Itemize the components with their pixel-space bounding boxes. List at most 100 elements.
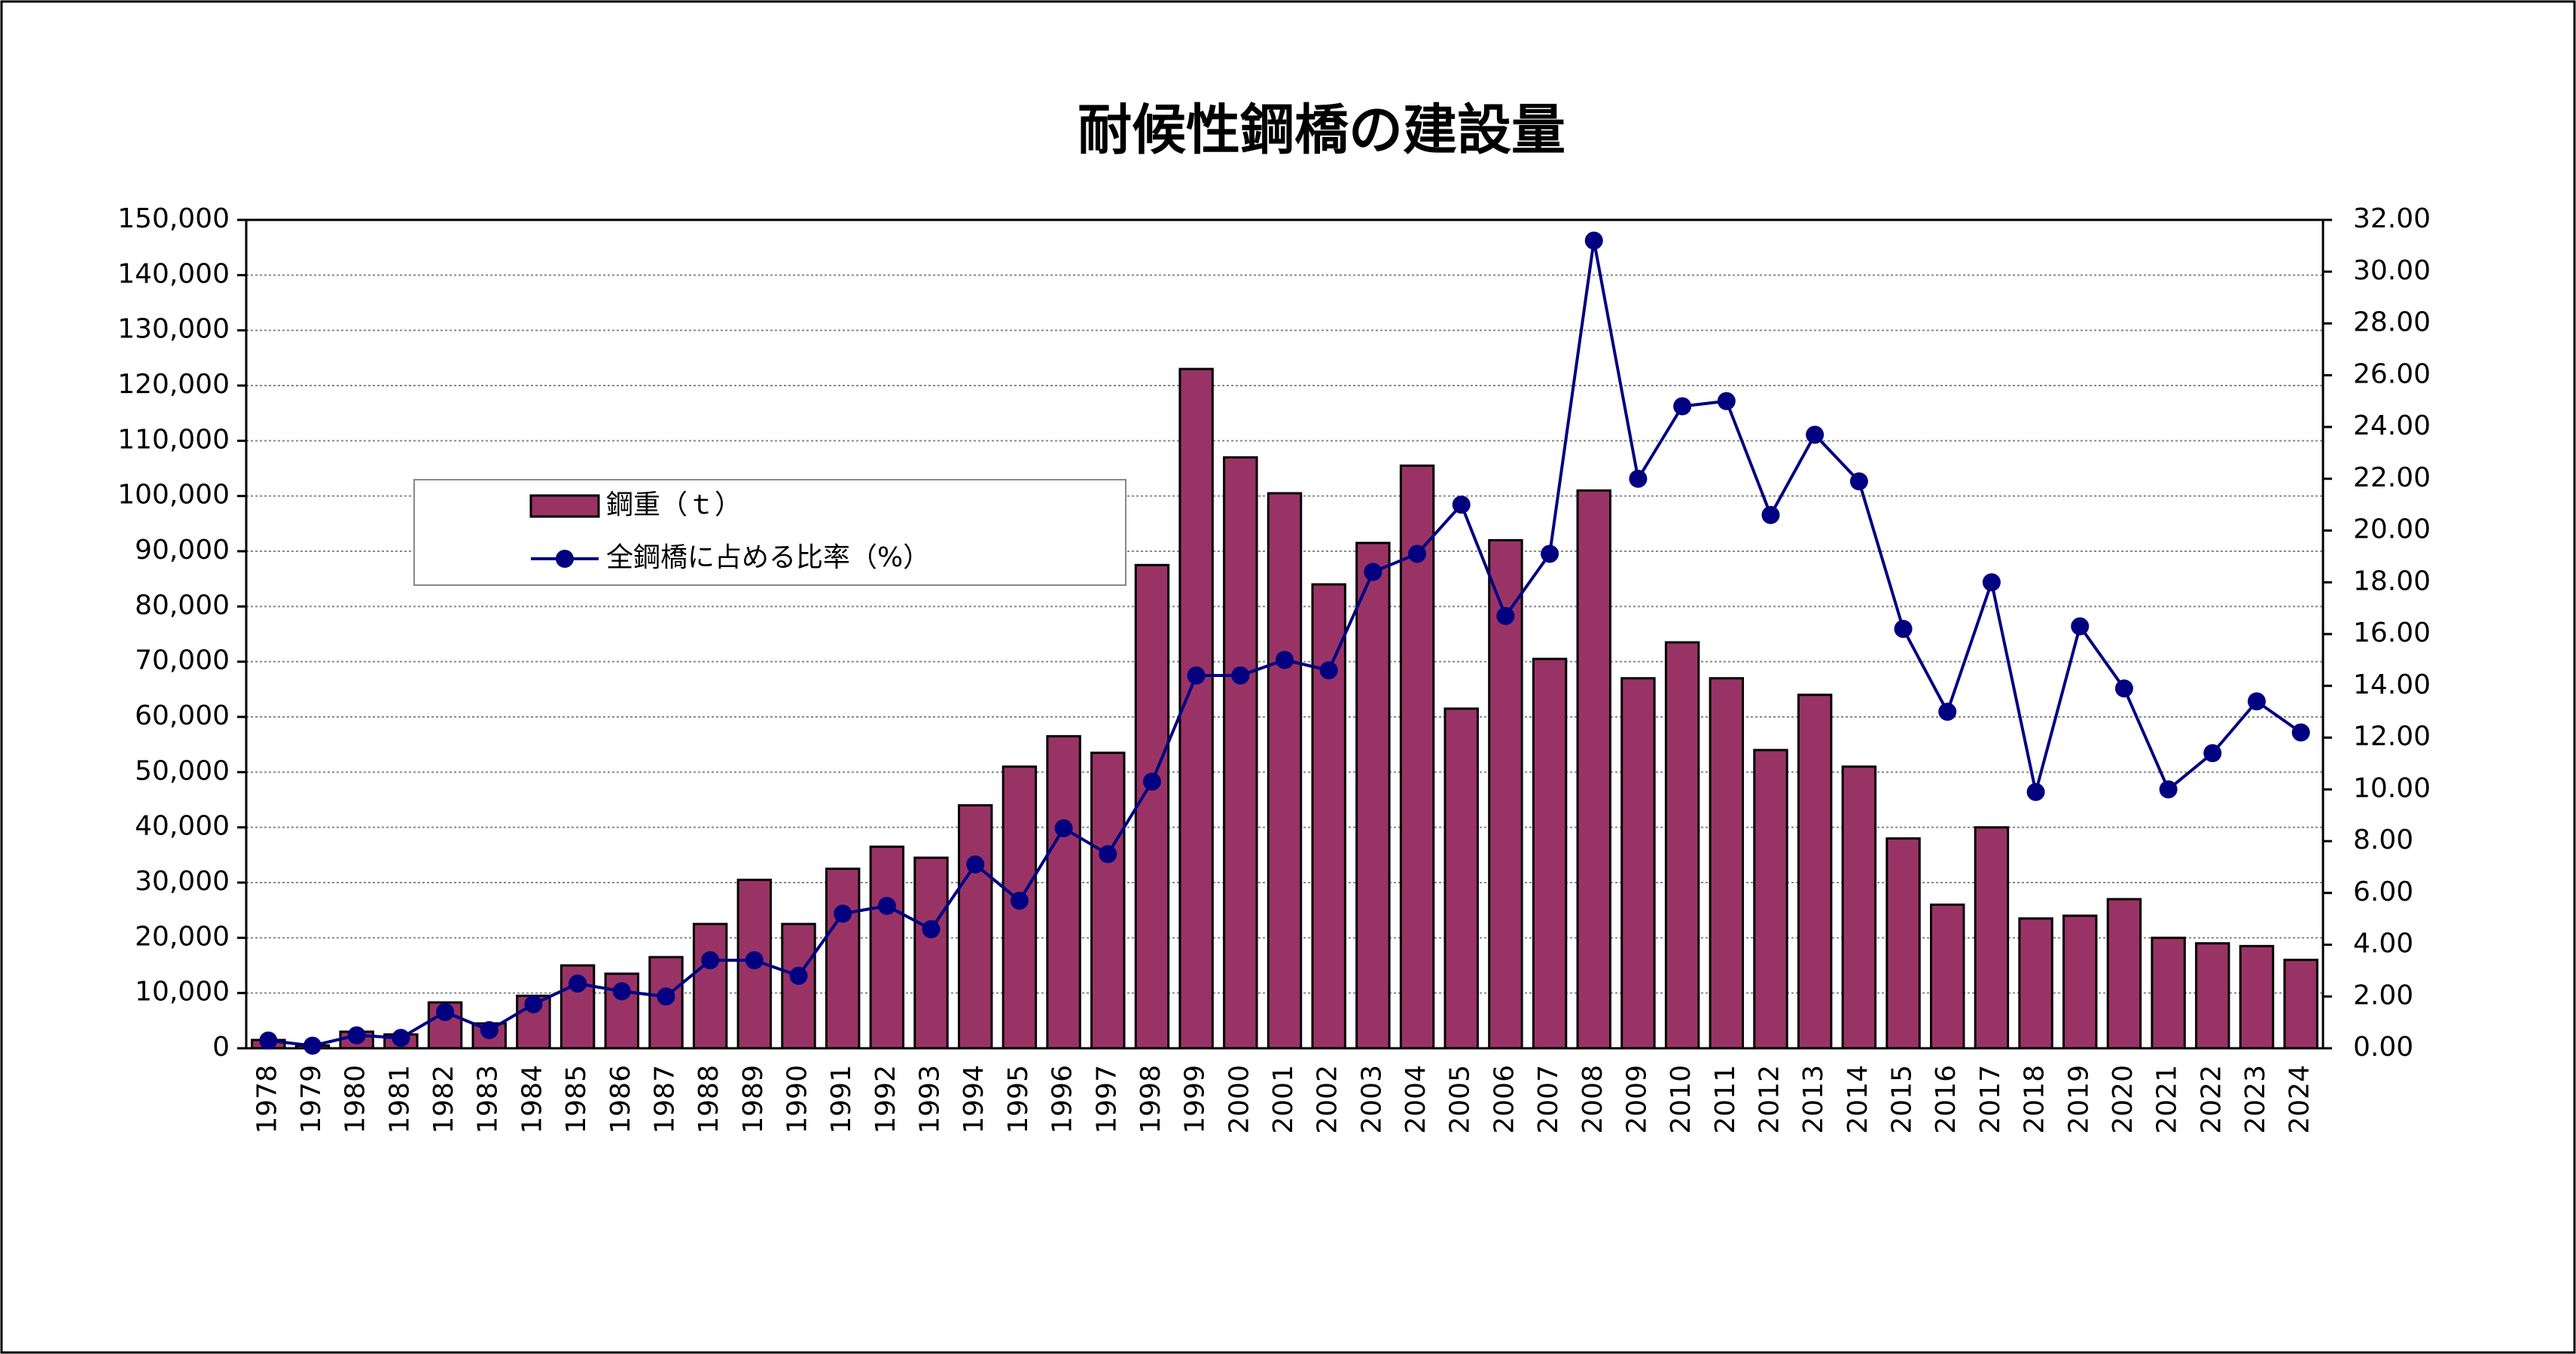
line-marker (303, 1036, 322, 1055)
y2-tick-label: 16.00 (2353, 618, 2431, 648)
x-tick-label: 1997 (1091, 1065, 1122, 1134)
bar (1886, 837, 1921, 1050)
x-tick-label: 2001 (1268, 1065, 1299, 1134)
bar (692, 922, 728, 1050)
line-marker (2114, 679, 2133, 698)
line-marker (657, 987, 675, 1006)
bar (1443, 707, 1479, 1050)
x-tick-label: 1995 (1003, 1065, 1034, 1134)
y2-tick-label: 10.00 (2353, 773, 2431, 804)
y2-tick-label: 6.00 (2353, 877, 2413, 907)
x-tick-label: 2009 (1621, 1065, 1652, 1134)
y2-tick-label: 30.00 (2353, 255, 2431, 286)
line-marker (1319, 661, 1338, 680)
line-marker (922, 919, 940, 938)
bar (1709, 677, 1745, 1050)
y-tick-label: 140,000 (117, 258, 230, 289)
x-tick-label: 2008 (1578, 1065, 1608, 1134)
bar (1532, 657, 1568, 1050)
line-marker (1408, 544, 1427, 563)
x-tick-label: 2024 (2285, 1065, 2315, 1134)
x-tick-label: 2023 (2240, 1065, 2271, 1134)
x-tick-label: 2011 (1710, 1065, 1741, 1134)
bar (1620, 677, 1656, 1050)
x-tick-label: 1991 (826, 1065, 857, 1134)
line-marker (1496, 606, 1515, 625)
y-tick-label: 130,000 (117, 314, 230, 345)
line-marker (347, 1026, 366, 1044)
x-tick-label: 2012 (1754, 1065, 1785, 1134)
x-tick-label: 2019 (2063, 1065, 2094, 1134)
x-tick-label: 1981 (384, 1065, 415, 1134)
x-tick-label: 2007 (1533, 1065, 1564, 1134)
line-marker (480, 1020, 498, 1039)
line-marker (1099, 845, 1117, 864)
bar (1090, 752, 1126, 1050)
x-tick-label: 2018 (2020, 1065, 2050, 1134)
bar (1753, 749, 1788, 1050)
line-marker (1231, 666, 1250, 685)
bar (2018, 917, 2053, 1050)
line-marker (1717, 392, 1736, 410)
y2-tick-label: 22.00 (2353, 462, 2431, 493)
y2-tick-label: 28.00 (2353, 307, 2431, 338)
line-marker (789, 966, 808, 985)
x-tick-label: 1987 (649, 1065, 680, 1134)
x-tick-label: 2010 (1666, 1065, 1697, 1134)
legend-swatch (529, 494, 600, 518)
line-marker (1054, 819, 1073, 837)
x-tick-label: 1993 (915, 1065, 946, 1134)
x-tick-label: 2004 (1401, 1065, 1431, 1134)
line-marker (2071, 617, 2090, 636)
bar (1841, 765, 1877, 1050)
y2-tick-label: 12.00 (2353, 721, 2431, 752)
x-tick-label: 2017 (1975, 1065, 2006, 1134)
bar (2283, 959, 2318, 1050)
x-tick-label: 1980 (340, 1065, 371, 1134)
bar (913, 856, 949, 1050)
y-tick-label: 50,000 (135, 755, 230, 786)
x-tick-label: 1978 (252, 1065, 282, 1134)
line-marker (1364, 563, 1383, 581)
bar (1355, 541, 1391, 1050)
y2-tick-label: 32.00 (2353, 203, 2431, 234)
bar (1267, 492, 1303, 1050)
legend-label: 全鋼橋に占める比率（%） (606, 542, 930, 573)
line-marker (1982, 573, 2001, 592)
line-marker (745, 951, 764, 970)
x-tick-label: 1996 (1047, 1065, 1078, 1134)
line-marker (2203, 744, 2222, 763)
line-marker (2247, 692, 2266, 711)
y-tick-label: 100,000 (117, 480, 230, 511)
bar (1178, 367, 1214, 1050)
line-marker (436, 1002, 455, 1021)
line-marker (1142, 772, 1161, 791)
y-tick-label: 30,000 (135, 866, 230, 897)
bar (2151, 936, 2186, 1050)
bar (1046, 735, 1081, 1050)
x-tick-label: 2015 (1887, 1065, 1918, 1134)
bar (1797, 694, 1833, 1050)
line-marker (524, 995, 543, 1014)
y2-tick-label: 24.00 (2353, 410, 2431, 441)
y-tick-label: 90,000 (135, 535, 230, 566)
bar (825, 868, 861, 1050)
line-marker (877, 896, 896, 915)
line-marker (569, 974, 587, 993)
x-tick-label: 1984 (517, 1065, 547, 1134)
line-marker (1894, 620, 1913, 639)
line-marker (1584, 231, 1603, 250)
x-tick-label: 1982 (428, 1065, 459, 1134)
line-marker (259, 1031, 278, 1050)
x-tick-label: 1983 (473, 1065, 504, 1134)
y-tick-label: 150,000 (117, 203, 230, 234)
bar (1223, 456, 1258, 1050)
y-tick-label: 60,000 (135, 700, 230, 731)
line-marker (392, 1029, 410, 1048)
line-marker (2159, 780, 2178, 799)
line-marker (1541, 544, 1559, 563)
line-marker (1673, 397, 1692, 416)
x-tick-label: 1989 (738, 1065, 769, 1134)
line-marker (1761, 505, 1780, 524)
line-marker (612, 982, 631, 1001)
